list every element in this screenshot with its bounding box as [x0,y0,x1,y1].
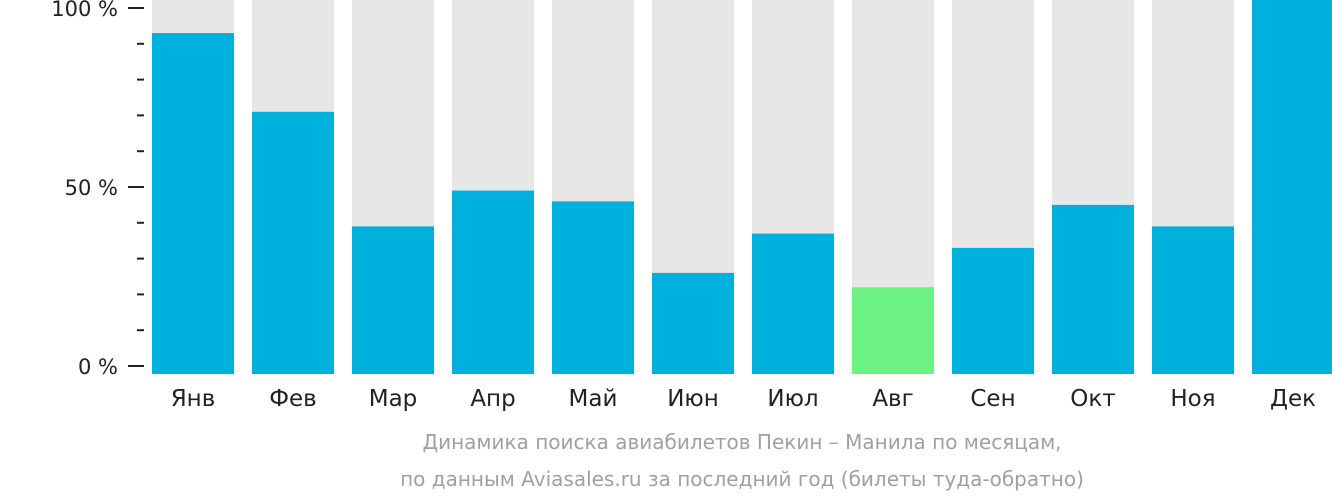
x-tick-label: Мар [369,386,418,412]
x-tick-label: Авг [872,386,913,412]
bar-1 [152,33,234,375]
x-tick-label: Окт [1070,386,1115,412]
x-tick-label: Июл [767,386,818,412]
bars [152,0,1332,375]
x-tick-label: Янв [171,386,216,412]
y-tick-label: 0 % [78,355,118,379]
y-axis: 100 % 50 % 0 % [51,0,144,379]
x-tick-label: Апр [470,386,515,412]
x-tick-label: Фев [269,386,317,412]
bar-12 [1252,0,1332,374]
x-axis: Янв Фев Мар Апр Май Июн Июл Авг Сен Окт Ноя Дек [171,386,1316,412]
bar-4 [452,190,534,374]
bar-3 [352,226,434,374]
bar-5 [552,201,634,374]
y-tick-label: 100 % [51,0,118,21]
bar-8 [852,287,934,374]
chart-caption-line-1: Динамика поиска авиабилетов Пекин – Мани… [422,430,1062,454]
x-tick-label: Дек [1270,386,1316,412]
bar-11 [1152,226,1234,374]
bar-7 [752,233,834,374]
chart-caption-line-2: по данным Aviasales.ru за последний год … [400,467,1084,491]
x-tick-label: Ноя [1170,386,1215,412]
bar-10 [1052,204,1134,374]
bar-2 [252,111,334,374]
x-tick-label: Сен [970,386,1015,412]
bar-9 [952,247,1034,374]
x-tick-label: Май [569,386,618,412]
y-tick-label: 50 % [65,176,118,200]
x-tick-label: Июн [667,386,719,412]
bar-6 [652,272,734,374]
